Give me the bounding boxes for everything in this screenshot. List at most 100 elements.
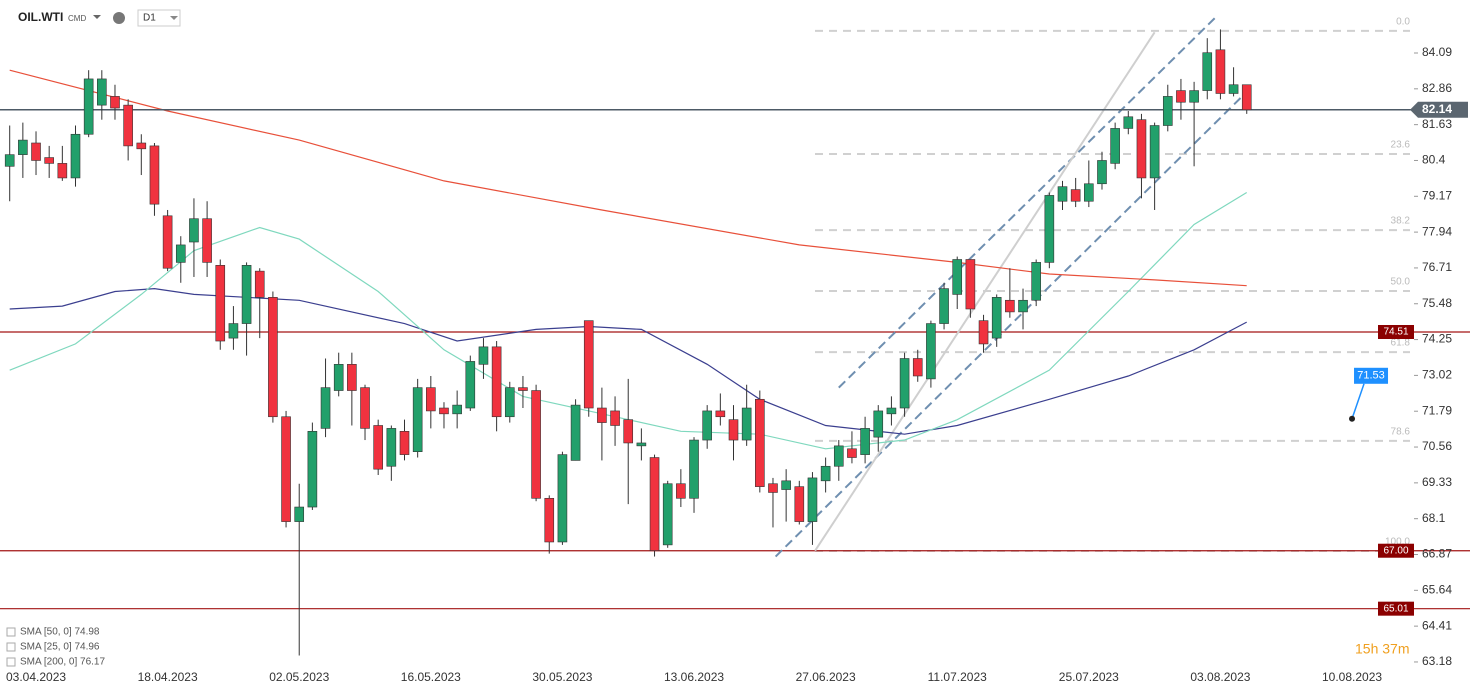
candle-body — [347, 364, 357, 391]
candle-body — [1044, 195, 1055, 263]
candle-body — [583, 320, 594, 409]
candle-body — [847, 448, 857, 458]
legend-icon — [6, 657, 16, 667]
candle-body — [386, 428, 397, 467]
candle-body — [781, 480, 791, 490]
candle-body — [254, 270, 265, 298]
legend-icon — [6, 627, 16, 637]
x-tick-label: 30.05.2023 — [532, 670, 592, 684]
fib-label: 61.8 — [1391, 338, 1411, 349]
y-tick-label: 64.41 — [1422, 618, 1452, 632]
info-icon[interactable] — [113, 12, 125, 24]
candle-body — [926, 323, 936, 380]
y-tick-label: 71.79 — [1422, 403, 1452, 417]
candle-body — [281, 416, 291, 522]
legend-entry: SMA [25, 0] 74.96 — [20, 642, 100, 653]
candle-body — [1018, 299, 1028, 313]
candle-body — [676, 483, 686, 499]
fib-label: 38.2 — [1391, 216, 1411, 227]
timer: 15h 37m — [1355, 641, 1409, 657]
x-tick-label: 13.06.2023 — [664, 670, 724, 684]
marker-tag — [1354, 367, 1389, 384]
candle-body — [162, 215, 173, 269]
trendline — [814, 31, 1156, 552]
candle-body — [189, 218, 199, 243]
candle-body — [715, 410, 726, 418]
candle-body — [1189, 90, 1199, 103]
candle-body — [465, 361, 476, 409]
symbol-dropdown[interactable] — [93, 15, 101, 19]
candle-body — [1215, 49, 1226, 94]
candle-body — [912, 358, 923, 377]
candle-body — [689, 439, 699, 499]
candle-body — [1097, 160, 1107, 185]
trendline — [838, 17, 1216, 389]
candle-body — [741, 407, 752, 441]
x-tick-label: 10.08.2023 — [1322, 670, 1382, 684]
candle-body — [886, 407, 897, 415]
level-label: 67.00 — [1383, 545, 1408, 556]
fib-label: 0.0 — [1396, 17, 1410, 28]
candle-body — [70, 133, 81, 179]
candle-body — [228, 323, 239, 339]
candle-body — [123, 104, 133, 147]
candle-body — [965, 259, 976, 310]
sma-line — [9, 69, 1247, 287]
candle-body — [18, 139, 28, 155]
candle-body — [991, 297, 1002, 339]
x-tick-label: 02.05.2023 — [269, 670, 329, 684]
candle-body — [149, 145, 160, 205]
candle-body — [136, 142, 147, 150]
level-tag — [1378, 543, 1414, 558]
candle-body — [110, 96, 120, 109]
y-tick-label: 82.86 — [1422, 81, 1452, 95]
x-tick-label: 18.04.2023 — [138, 670, 198, 684]
candle-body — [175, 244, 186, 263]
current-price-tag — [1410, 101, 1468, 118]
y-tick-label: 76.71 — [1422, 260, 1452, 274]
candle-body — [544, 497, 555, 543]
candle-body — [1070, 189, 1081, 202]
y-tick-label: 75.48 — [1422, 296, 1452, 310]
candle-body — [1176, 90, 1186, 103]
candle-body — [412, 387, 423, 452]
candle-body — [452, 404, 462, 415]
candle-body — [636, 442, 647, 447]
candle-body — [649, 457, 660, 552]
fib-label: 78.6 — [1391, 427, 1411, 438]
legend-entry: SMA [50, 0] 74.98 — [20, 627, 100, 638]
candle-body — [610, 410, 620, 426]
interval: D1 — [143, 13, 156, 24]
candle-body — [1084, 183, 1094, 202]
candle-body — [728, 419, 739, 441]
candle-body — [57, 163, 68, 179]
sma-line — [9, 287, 1247, 435]
candle-body — [978, 320, 989, 345]
symbol[interactable]: OIL.WTI — [18, 10, 63, 24]
candle-body — [1110, 128, 1120, 164]
y-tick-label: 74.25 — [1422, 332, 1452, 346]
x-tick-label: 16.05.2023 — [401, 670, 461, 684]
candle-body — [294, 506, 305, 522]
interval-select[interactable] — [137, 9, 181, 27]
y-tick-label: 81.63 — [1422, 117, 1452, 131]
candle-body — [1162, 96, 1173, 126]
candle-body — [399, 431, 410, 455]
candle-body — [820, 465, 831, 482]
candle-body — [557, 454, 568, 543]
x-tick-label: 11.07.2023 — [928, 670, 987, 684]
candle-body — [518, 387, 528, 391]
marker-dot — [1349, 415, 1356, 422]
x-tick-label: 27.06.2023 — [796, 670, 856, 684]
candle-body — [373, 425, 383, 470]
candle-body — [662, 483, 673, 546]
candle-body — [1228, 84, 1239, 94]
market: CMD — [68, 14, 86, 23]
fib-label: 50.0 — [1391, 277, 1411, 288]
candle-body — [97, 78, 107, 106]
candle-body — [202, 218, 212, 263]
toolbar: OIL.WTI CMD D1 — [18, 9, 181, 27]
current-price-label: 82.14 — [1422, 102, 1452, 116]
